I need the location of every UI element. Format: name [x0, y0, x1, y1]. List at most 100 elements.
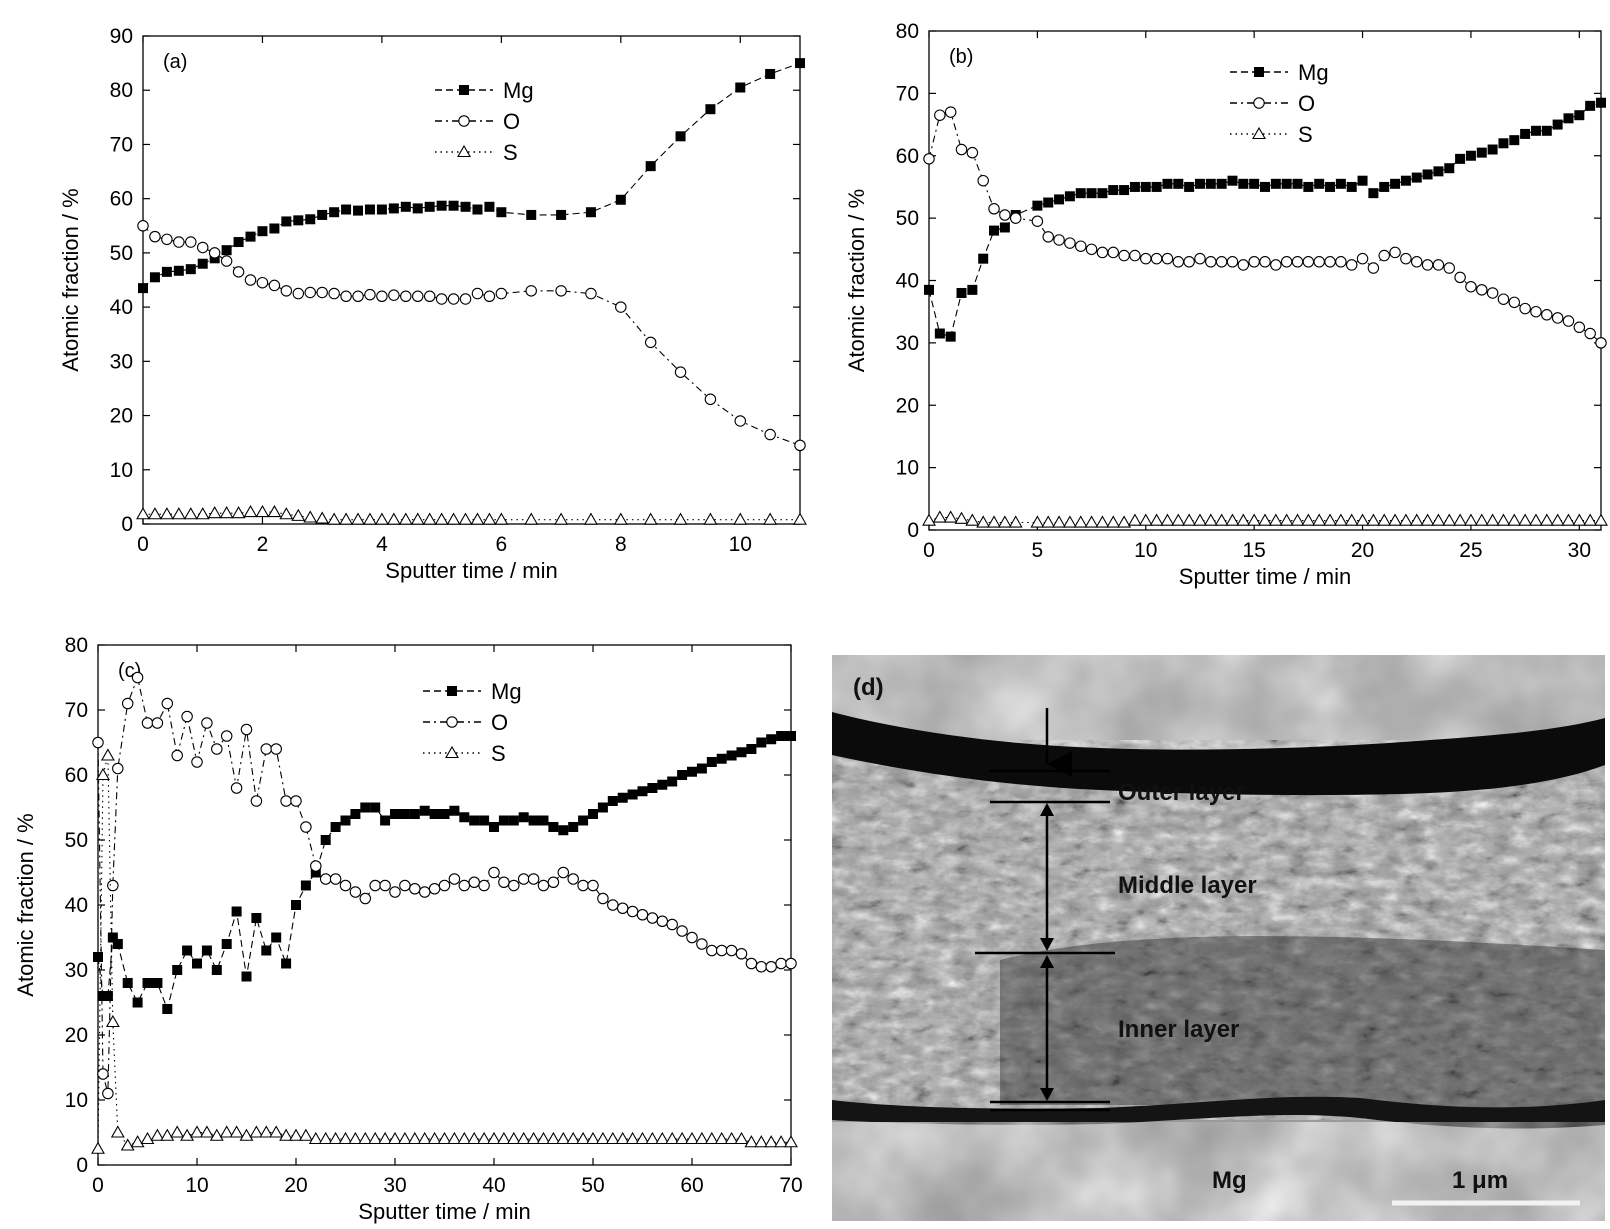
panel-label: (b) [949, 46, 973, 68]
data-point-Mg [508, 815, 519, 826]
data-point-Mg [528, 815, 539, 826]
data-point-Mg [645, 161, 656, 172]
data-point-O [1562, 315, 1575, 327]
data-point-S [427, 1131, 442, 1145]
data-point-Mg [568, 822, 579, 832]
data-point-Mg [221, 939, 232, 949]
data-point-Mg [484, 201, 495, 212]
y-tick-label: 60 [896, 145, 919, 168]
legend-label-S: S [491, 741, 506, 766]
data-point-O [102, 1087, 114, 1100]
data-point-S [386, 512, 401, 525]
data-point-Mg [1108, 185, 1119, 196]
data-point-Mg [469, 815, 480, 826]
data-point-S [1041, 515, 1056, 528]
data-point-S [171, 507, 186, 520]
data-point-O [349, 886, 362, 898]
data-point-O [409, 882, 421, 895]
data-point-S [398, 512, 413, 525]
series-S [91, 748, 798, 1154]
data-point-Mg [305, 214, 316, 225]
data-point-Mg [597, 802, 608, 813]
x-tick-label: 2 [257, 533, 269, 556]
panel-label: (a) [163, 51, 187, 73]
data-point-Mg [1140, 181, 1151, 192]
data-point-O [196, 241, 209, 254]
x-axis-label: Sputter time / min [358, 1199, 530, 1224]
data-point-O [1302, 256, 1315, 268]
data-point-S [793, 512, 807, 525]
data-point-Mg [317, 209, 328, 220]
data-point-Mg [1119, 185, 1130, 196]
data-point-O [597, 892, 609, 905]
data-point-Mg [1530, 125, 1541, 136]
y-tick-label: 60 [110, 188, 133, 211]
data-point-Mg [1129, 181, 1140, 192]
data-point-Mg [211, 965, 222, 975]
data-point-S [734, 1131, 749, 1145]
middle-layer-label: Middle layer [1118, 872, 1257, 899]
data-point-O [232, 266, 245, 278]
data-point-S [1290, 513, 1305, 526]
data-point-Mg [1281, 178, 1292, 189]
data-point-O [121, 697, 134, 710]
data-point-S [279, 1128, 294, 1141]
data-point-S [685, 1131, 699, 1145]
data-point-S [1355, 513, 1370, 526]
data-point-Mg [924, 284, 934, 295]
data-point-S [388, 1131, 402, 1145]
legend-marker-S [457, 144, 471, 158]
y-tick-label: 80 [896, 20, 919, 43]
data-point-S [546, 1131, 561, 1145]
data-point-S [1268, 513, 1283, 526]
data-point-S [1388, 513, 1403, 526]
data-point-Mg [1205, 178, 1216, 189]
data-point-Mg [102, 991, 113, 1001]
data-point-Mg [1563, 113, 1574, 124]
y-tick-label: 20 [65, 1024, 88, 1047]
data-point-O [1129, 249, 1141, 262]
data-point-O [704, 393, 717, 406]
data-point-Mg [1194, 178, 1205, 189]
data-point-O [1107, 246, 1120, 259]
data-point-O [240, 723, 253, 736]
data-point-Mg [677, 770, 688, 780]
data-point-Mg [192, 958, 202, 969]
data-point-O [244, 274, 257, 286]
data-point-S [1160, 513, 1175, 526]
data-point-O [319, 873, 332, 885]
data-point-O [1551, 312, 1564, 324]
data-point-S [417, 1131, 432, 1145]
x-tick-label: 5 [1032, 539, 1044, 562]
data-point-Mg [197, 258, 208, 269]
data-point-S [645, 1131, 660, 1145]
data-point-S [1485, 513, 1500, 526]
data-point-O [944, 106, 957, 118]
data-point-Mg [360, 802, 371, 813]
data-point-S [363, 512, 377, 525]
data-point-Mg [1097, 188, 1108, 199]
y-tick-label: 40 [65, 894, 88, 917]
data-point-O [577, 879, 589, 892]
data-point-O [173, 236, 185, 248]
data-point-S [207, 506, 222, 519]
data-point-O [1042, 231, 1054, 243]
data-point-Mg [735, 82, 746, 93]
legend-label-Mg: Mg [491, 679, 522, 704]
data-point-S [1323, 513, 1337, 526]
x-tick-label: 0 [92, 1174, 104, 1197]
data-point-Mg [293, 215, 304, 226]
data-point-O [1085, 243, 1098, 256]
data-point-O [459, 293, 472, 305]
data-point-Mg [1552, 119, 1563, 130]
data-point-O [1259, 256, 1271, 268]
data-point-O [715, 944, 728, 957]
series-Mg [138, 58, 805, 294]
data-point-S [291, 508, 306, 521]
data-point-O [686, 931, 698, 944]
data-point-O [352, 290, 364, 303]
data-point-S [1247, 513, 1262, 526]
sem-outer-dark-band [832, 712, 1605, 796]
legend-label-S: S [1298, 122, 1313, 147]
data-point-O [999, 209, 1011, 221]
